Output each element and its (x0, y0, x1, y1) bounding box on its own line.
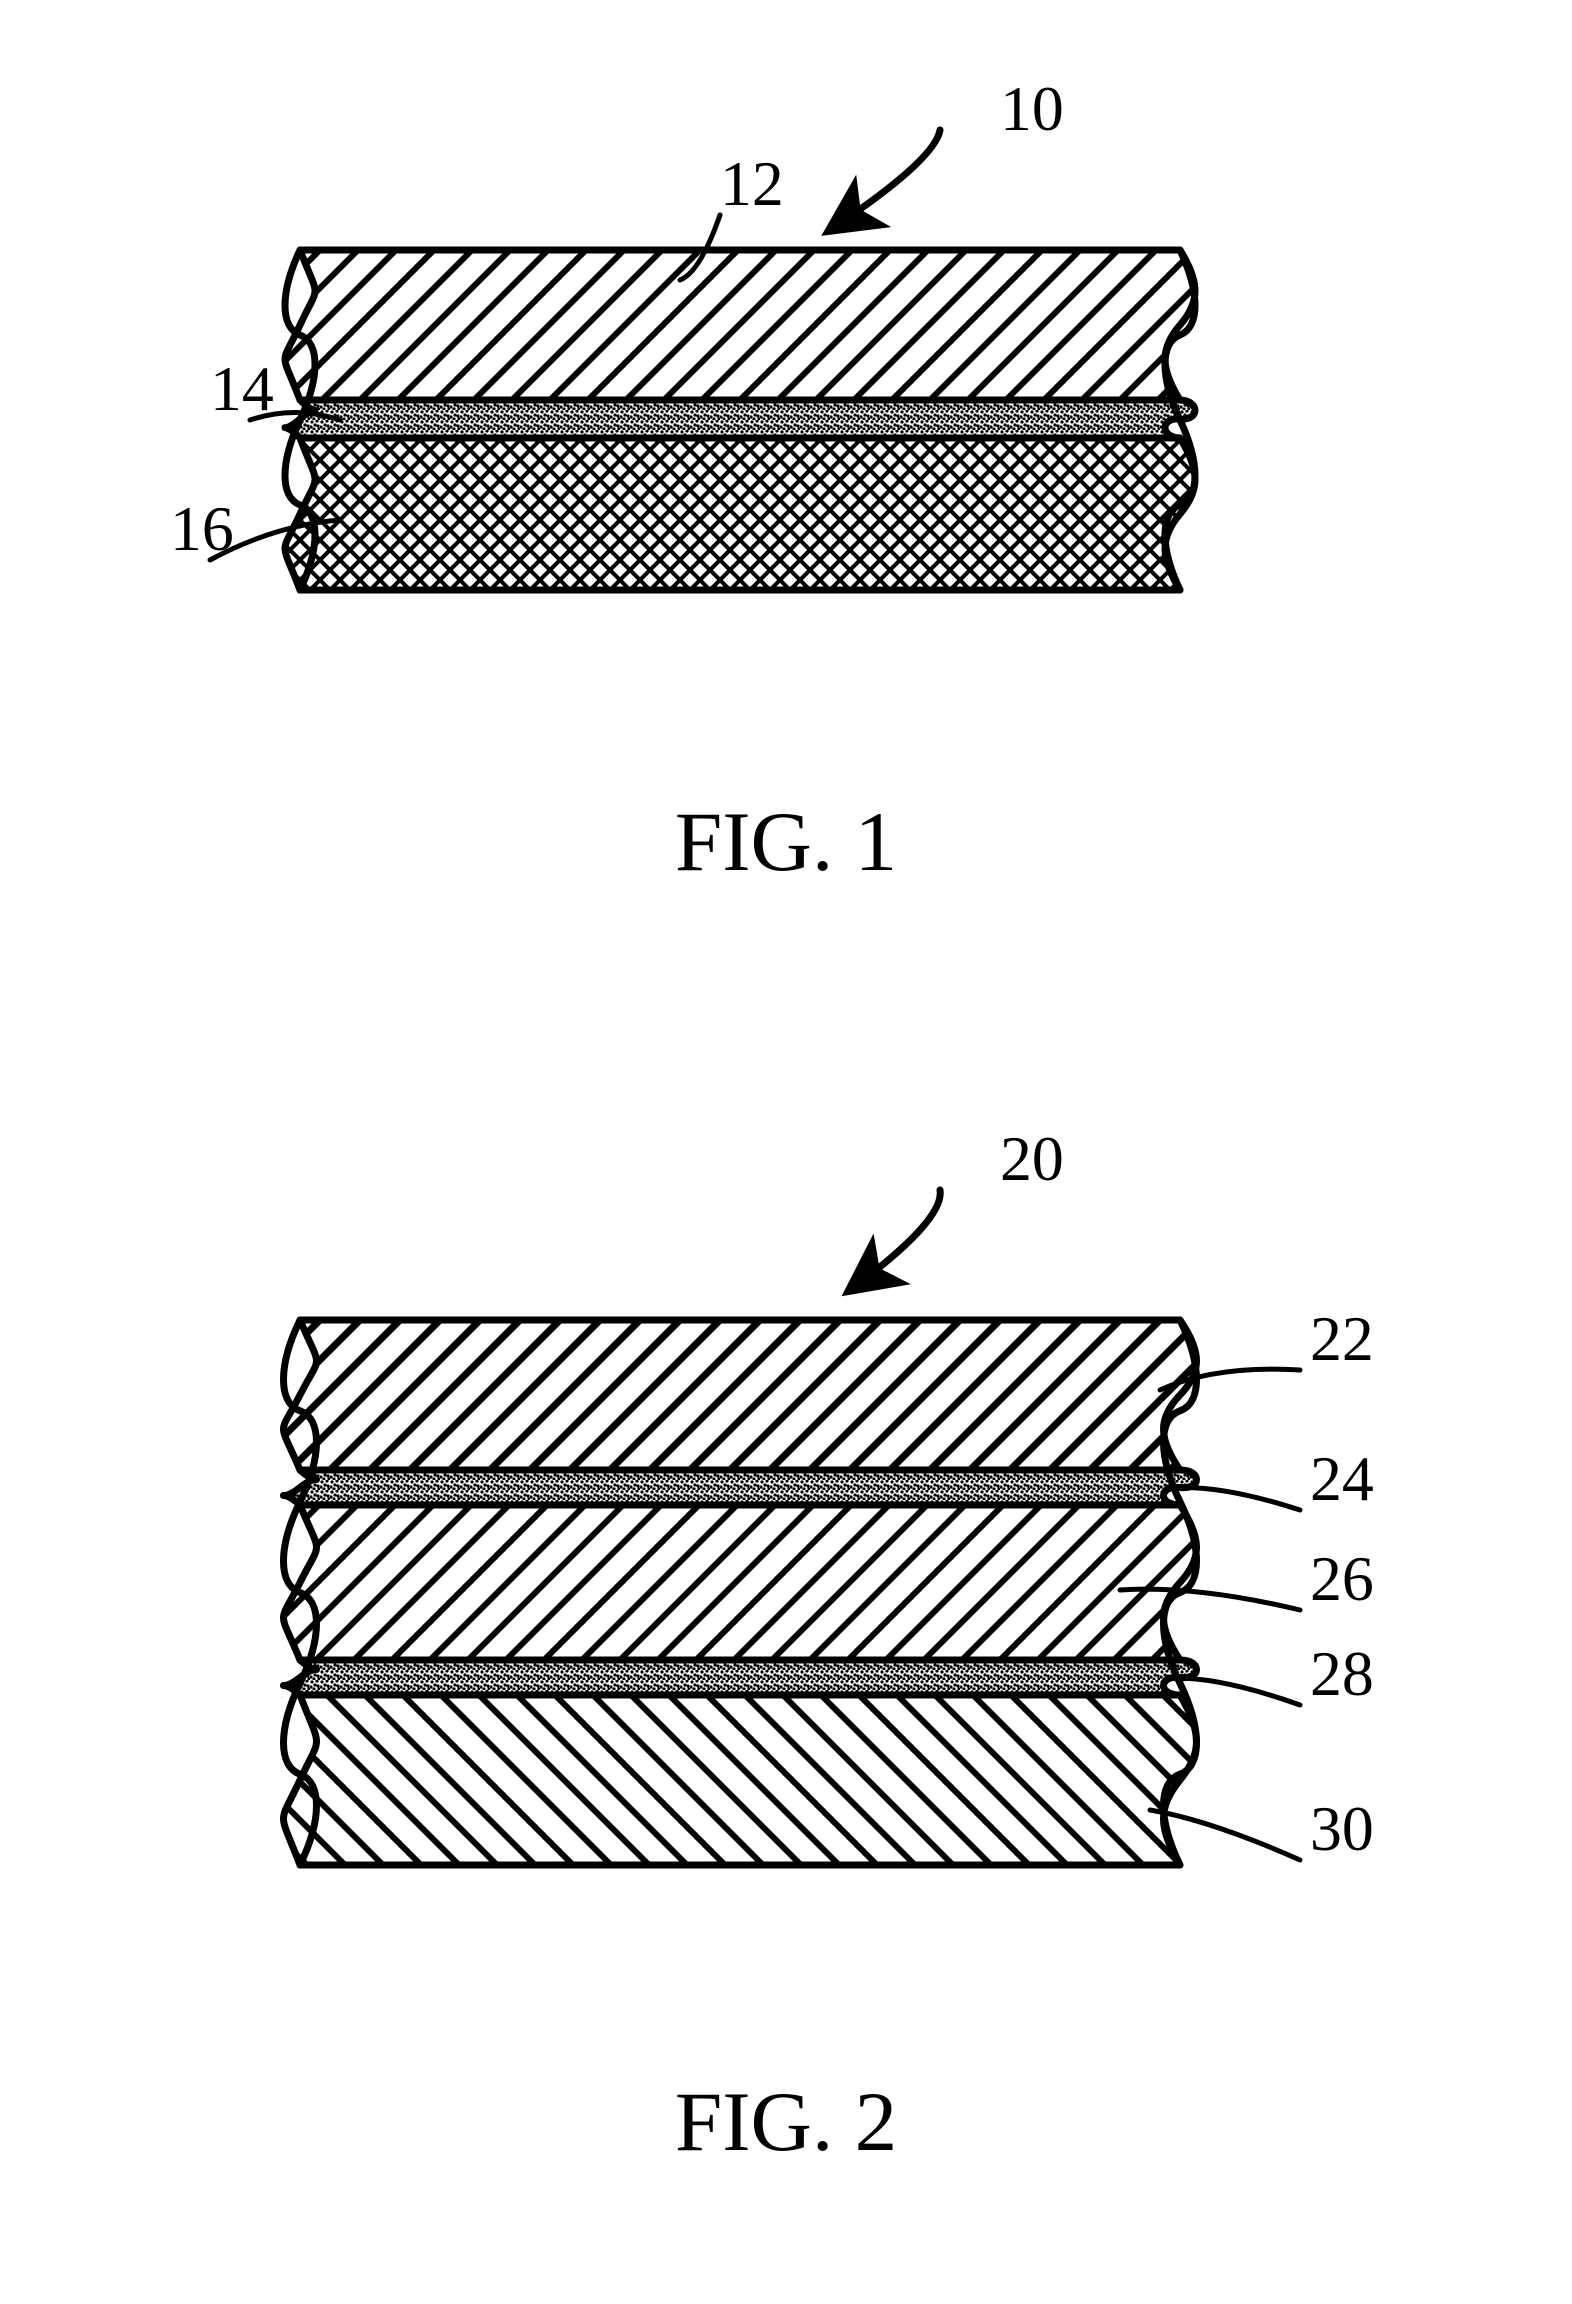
fig2-layer-22 (284, 1320, 1197, 1470)
fig1-layer-14 (285, 400, 1195, 438)
fig1-layer-12 (285, 250, 1195, 400)
ref-label-26: 26 (1310, 1543, 1374, 1614)
fig2-layer-30 (284, 1695, 1197, 1865)
caption-fig2: FIG. 2 (675, 2075, 897, 2169)
fig1-layer-16 (285, 438, 1195, 590)
ref-label-28: 28 (1310, 1638, 1374, 1709)
ref-arrow-fig2 (850, 1190, 940, 1290)
fig2-group: 22 24 26 28 30 20 FIG. 2 (284, 1123, 1374, 2169)
caption-fig1: FIG. 1 (675, 795, 897, 889)
fig2-layer-26 (284, 1505, 1197, 1660)
ref-label-30: 30 (1310, 1793, 1374, 1864)
fig2-layer-28 (284, 1660, 1197, 1695)
fig1-group: 12 14 16 10 FIG. 1 (170, 73, 1195, 889)
ref-label-12: 12 (720, 148, 784, 219)
patent-figure-canvas: 12 14 16 10 FIG. 1 22 24 26 28 30 20 FIG. 2 (0, 0, 1572, 2304)
fig2-layer-24 (284, 1470, 1197, 1505)
ref-label-24: 24 (1310, 1443, 1374, 1514)
leader-fig2-24 (1170, 1487, 1300, 1510)
ref-label-10: 10 (1000, 73, 1064, 144)
ref-label-20: 20 (1000, 1123, 1064, 1194)
ref-label-22: 22 (1310, 1303, 1374, 1374)
ref-label-14: 14 (210, 353, 274, 424)
ref-arrow-fig1 (830, 130, 940, 230)
ref-label-16: 16 (170, 493, 234, 564)
